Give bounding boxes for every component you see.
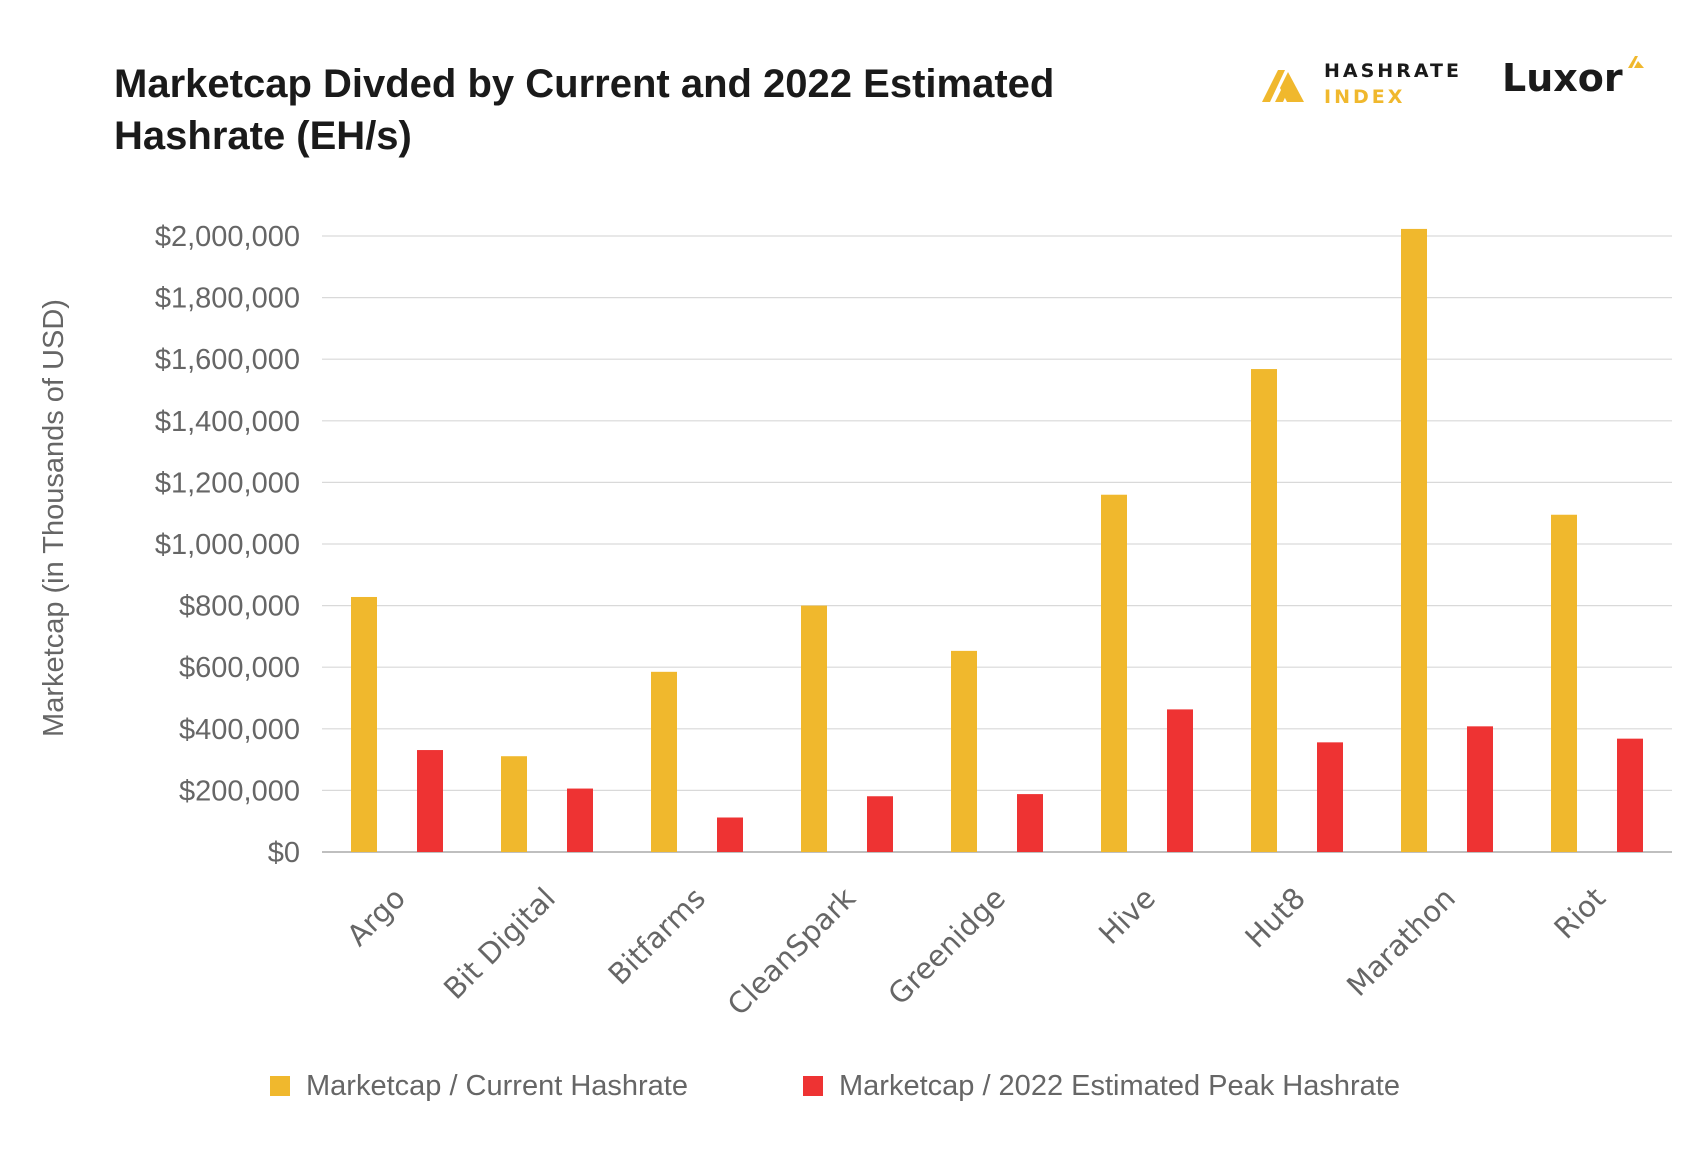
bar-current-hashrate-hut8 [1251,369,1277,852]
x-tick-label: Hut8 [1238,881,1312,955]
legend-swatch-current [270,1076,290,1096]
x-tick-label: Bitfarms [602,881,712,991]
hashrate-index-logo-icon [1262,70,1304,102]
y-tick-label: $600,000 [179,652,300,684]
bar-peak-hashrate-argo [417,750,443,852]
x-tick-label: Marathon [1340,881,1462,1003]
legend-item-current: Marketcap / Current Hashrate [270,1066,688,1106]
bar-peak-hashrate-bitfarms [717,817,743,852]
legend-label-current: Marketcap / Current Hashrate [306,1069,688,1102]
y-tick-label: $1,800,000 [155,283,300,315]
bar-current-hashrate-cleanspark [801,605,827,852]
chart-title: Marketcap Divded by Current and 2022 Est… [114,62,1055,158]
bar-current-hashrate-riot [1551,514,1577,852]
y-tick-label: $1,200,000 [155,467,300,499]
bar-peak-hashrate-riot [1617,738,1643,852]
y-tick-label: $1,400,000 [155,406,300,438]
bar-peak-hashrate-cleanspark [867,796,893,852]
legend-label-peak: Marketcap / 2022 Estimated Peak Hashrate [839,1069,1400,1102]
y-tick-label: $1,600,000 [155,344,300,376]
x-tick-label: Hive [1092,881,1162,951]
y-axis-ticks: $0 $200,000 $400,000 $600,000 $800,000 $1,000… [155,221,300,869]
y-tick-label: $200,000 [179,775,300,807]
x-tick-label: Bit Digital [437,881,562,1006]
bar-current-hashrate-argo [351,596,377,852]
bar-current-hashrate-marathon [1401,228,1427,852]
hashrate-index-line1: HASHRATE [1324,60,1462,82]
bar-peak-hashrate-hut8 [1317,742,1343,852]
luxor-logo: Luxor [1502,54,1652,110]
x-tick-label: Greenidge [881,881,1011,1011]
bar-current-hashrate-bitfarms [651,671,677,852]
bar-peak-hashrate-hive [1167,709,1193,852]
hashrate-index-logo: HASHRATE INDEX [1258,58,1468,114]
bar-peak-hashrate-marathon [1467,726,1493,852]
luxor-logo-icon [1628,56,1644,68]
legend-item-peak: Marketcap / 2022 Estimated Peak Hashrate [803,1066,1400,1106]
bar-peak-hashrate-bit-digital [567,788,593,852]
bars [351,228,1643,852]
x-axis-ticks: Argo Bit Digital Bitfarms CleanSpark Greenid… [340,881,1612,1022]
bar-peak-hashrate-greenidge [1017,794,1043,852]
x-tick-label: CleanSpark [721,881,862,1022]
bar-current-hashrate-hive [1101,494,1127,852]
x-tick-label: Argo [340,881,412,953]
bar-current-hashrate-bit-digital [501,756,527,852]
hashrate-index-line2: INDEX [1324,86,1406,108]
gridlines [322,235,1672,853]
y-tick-label: $0 [268,837,300,869]
y-axis-label: Marketcap (in Thousands of USD) [38,299,70,737]
y-tick-label: $400,000 [179,714,300,746]
y-tick-label: $1,000,000 [155,529,300,561]
luxor-wordmark: Luxor [1502,56,1623,100]
legend-swatch-peak [803,1076,823,1096]
bar-current-hashrate-greenidge [951,650,977,852]
x-tick-label: Riot [1547,881,1612,946]
y-tick-label: $2,000,000 [155,221,300,253]
y-tick-label: $800,000 [179,591,300,623]
